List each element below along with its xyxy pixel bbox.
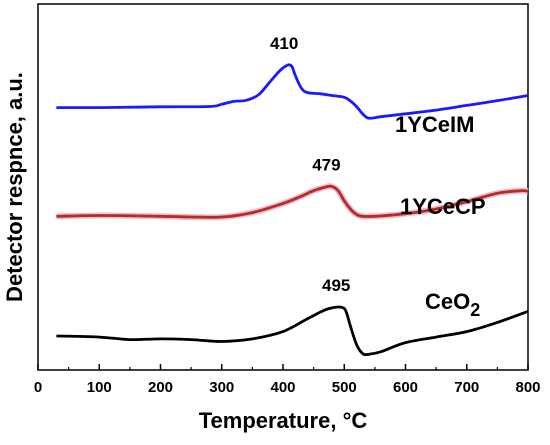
x-tick-label: 300 (209, 379, 234, 396)
x-axis-ticks: 0 100 200 300 400 500 600 700 800 (34, 364, 541, 396)
x-tick-label: 700 (454, 379, 479, 396)
x-tick-label: 400 (270, 379, 295, 396)
x-axis-label: Temperature, °C (199, 408, 368, 433)
series-labels: 1YCeIM 1YCeCP CeO2 (395, 112, 486, 320)
x-tick-label: 100 (87, 379, 112, 396)
series-lines (56, 63, 529, 357)
series-line-ceo (56, 305, 529, 357)
peak-temperature-label: 495 (322, 276, 350, 295)
peak-temperature-label: 410 (270, 34, 298, 53)
x-tick-label: 800 (515, 379, 540, 396)
x-tick-label: 200 (148, 379, 173, 396)
plot-frame (37, 3, 529, 371)
series-line-1ycecp (56, 184, 529, 219)
series-name-subscript: 2 (470, 300, 480, 320)
peak-temperature-label: 479 (312, 155, 340, 174)
series-line-1yceim (56, 63, 529, 120)
series-name-label: 1YCeIM (395, 112, 474, 137)
series-name-label: CeO2 (425, 289, 480, 320)
series-name-label: 1YCeCP (400, 194, 486, 219)
x-tick-label: 600 (393, 379, 418, 396)
x-tick-label: 500 (332, 379, 357, 396)
y-axis-label: Detector respnce, a.u. (2, 72, 27, 302)
peak-labels: 410 479 495 (270, 34, 350, 295)
x-tick-label: 0 (34, 379, 42, 396)
